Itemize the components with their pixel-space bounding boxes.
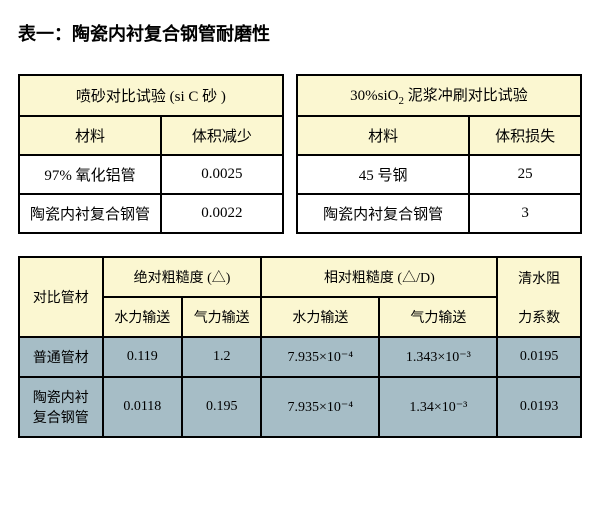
table-cell: 0.0193	[497, 377, 581, 437]
table-gap	[283, 116, 297, 155]
table-cell: 陶瓷内衬 复合钢管	[19, 377, 103, 437]
t2-abs-header: 绝对粗糙度 (△)	[103, 257, 262, 297]
table-cell: 0.195	[182, 377, 261, 437]
t2-sub-header: 气力输送	[379, 297, 497, 337]
table-cell: 0.0118	[103, 377, 182, 437]
t1-rcol1: 材料	[297, 116, 469, 155]
t2-sub-header: 水力输送	[103, 297, 182, 337]
t1-right-header-post: 泥浆冲刷对比试验	[404, 88, 528, 104]
table-cell: 0.0022	[161, 194, 283, 233]
table-row: 陶瓷内衬 复合钢管 0.0118 0.195 7.935×10⁻⁴ 1.34×1…	[19, 377, 581, 437]
t1-left-header: 喷砂对比试验 (si C 砂 )	[19, 75, 283, 116]
table-cell: 25	[469, 155, 581, 194]
table-cell: 1.34×10⁻³	[379, 377, 497, 437]
table-cell: 陶瓷内衬复合钢管	[297, 194, 469, 233]
table-cell: 1.2	[182, 337, 261, 377]
table-gap	[283, 75, 297, 116]
table-cell: 7.935×10⁻⁴	[261, 377, 379, 437]
table-wear-comparison: 喷砂对比试验 (si C 砂 ) 30%siO2 泥浆冲刷对比试验 材料 体积减…	[18, 74, 582, 234]
t1-lcol1: 材料	[19, 116, 161, 155]
table-gap	[283, 155, 297, 194]
table-cell: 7.935×10⁻⁴	[261, 337, 379, 377]
table-cell: 陶瓷内衬复合钢管	[19, 194, 161, 233]
row2-label-b: 复合钢管	[33, 411, 89, 426]
t2-sub-header: 水力输送	[261, 297, 379, 337]
table-cell: 97% 氧化铝管	[19, 155, 161, 194]
table-cell: 45 号钢	[297, 155, 469, 194]
table-cell: 3	[469, 194, 581, 233]
table-cell: 0.0025	[161, 155, 283, 194]
t1-right-header-pre: 30%siO	[350, 88, 398, 104]
row2-label-a: 陶瓷内衬	[33, 391, 89, 406]
t2-clear-bottom: 力系数	[497, 297, 581, 337]
table-row: 普通管材 0.119 1.2 7.935×10⁻⁴ 1.343×10⁻³ 0.0…	[19, 337, 581, 377]
table-gap	[283, 194, 297, 233]
t1-rcol2: 体积损失	[469, 116, 581, 155]
t2-clear-top: 清水阻	[497, 257, 581, 297]
t2-sub-header: 气力输送	[182, 297, 261, 337]
page-title: 表一：陶瓷内衬复合钢管耐磨性	[18, 20, 582, 46]
t1-right-header: 30%siO2 泥浆冲刷对比试验	[297, 75, 581, 116]
table-cell: 1.343×10⁻³	[379, 337, 497, 377]
table-cell: 普通管材	[19, 337, 103, 377]
table-roughness: 对比管材 绝对粗糙度 (△) 相对粗糙度 (△/D) 清水阻 水力输送 气力输送…	[18, 256, 582, 438]
t2-row-header: 对比管材	[19, 257, 103, 337]
table-cell: 0.119	[103, 337, 182, 377]
table-cell: 0.0195	[497, 337, 581, 377]
t2-rel-header: 相对粗糙度 (△/D)	[261, 257, 497, 297]
t1-lcol2: 体积减少	[161, 116, 283, 155]
